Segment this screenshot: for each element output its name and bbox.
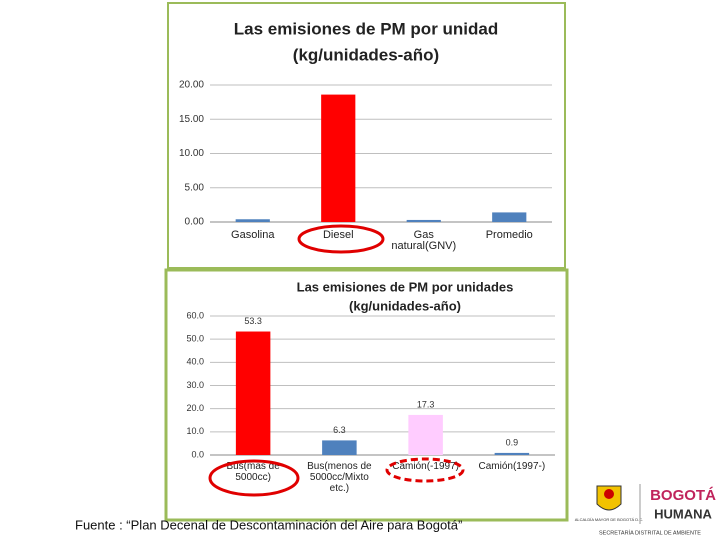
x-tick-label-box: Camión(1997-) bbox=[478, 461, 546, 472]
y-tick-label: 20.00 bbox=[179, 80, 204, 91]
bar bbox=[322, 440, 357, 455]
logo-text: HUMANA bbox=[654, 506, 712, 521]
chart-subtitle: (kg/unidades-año) bbox=[349, 298, 461, 313]
x-tick-label: Bus(mas de 5000cc) bbox=[226, 461, 280, 483]
marks: 0.00 5.00 10.00 15.00 20.00 Gasolina Diesel Gas… bbox=[179, 80, 555, 494]
data-label: 0.9 bbox=[506, 437, 519, 447]
data-label: 6.3 bbox=[333, 425, 346, 435]
logo-shield-detail bbox=[604, 489, 614, 499]
y-tick-label: 50.0 bbox=[186, 334, 204, 344]
logo-text: SECRETARÍA DISTRITAL DE AMBIENTE bbox=[599, 529, 701, 536]
x-tick-label: Gasolina bbox=[231, 230, 275, 241]
y-tick-label: 5.00 bbox=[185, 182, 205, 193]
x-tick-label-box: Camión(-1997) bbox=[392, 461, 459, 472]
x-tick-label-box: Bus(mas de 5000cc) bbox=[226, 461, 280, 483]
chart-title: Las emisiones de PM por unidades bbox=[297, 279, 514, 294]
data-label: 17.3 bbox=[417, 399, 435, 409]
x-tick-label-box: Promedio bbox=[485, 230, 533, 241]
chart-title: Las emisiones de PM por unidad bbox=[234, 19, 499, 38]
logo-text: ALCALDÍA MAYOR DE BOGOTÁ D.C. bbox=[575, 517, 644, 522]
bar bbox=[235, 331, 271, 455]
highlight bbox=[208, 459, 300, 497]
y-tick-label: 30.0 bbox=[186, 380, 204, 390]
y-tick-label: 10.0 bbox=[186, 426, 204, 436]
chart-subtitle: (kg/unidades-año) bbox=[293, 45, 439, 64]
bar bbox=[494, 452, 530, 455]
x-tick-label: Camión(-1997) bbox=[392, 461, 459, 472]
x-tick-label: Camión(1997-) bbox=[478, 461, 546, 472]
highlight bbox=[297, 224, 385, 254]
source-note: Fuente : “Plan Decenal de Descontaminaci… bbox=[75, 517, 462, 532]
y-tick-label: 0.00 bbox=[185, 217, 205, 228]
bar bbox=[492, 212, 527, 222]
y-tick-label: 10.00 bbox=[179, 148, 204, 159]
x-tick-label: Gas natural(GNV) bbox=[391, 230, 457, 252]
y-tick-label: 0.0 bbox=[191, 449, 204, 459]
y-tick-label: 20.0 bbox=[186, 403, 204, 413]
data-label: 53.3 bbox=[244, 316, 262, 326]
x-tick-label: Bus(menos de 5000cc/Mixto etc.) bbox=[307, 461, 372, 494]
chart-frame bbox=[164, 268, 569, 522]
x-tick-label-box: Gasolina bbox=[231, 230, 275, 241]
y-tick-label: 40.0 bbox=[186, 357, 204, 367]
y-tick-label: 15.00 bbox=[179, 114, 204, 125]
x-tick-label-box: Diesel bbox=[322, 230, 354, 241]
y-tick-label: 60.0 bbox=[186, 310, 204, 320]
bar bbox=[408, 414, 443, 455]
bar bbox=[321, 94, 356, 222]
highlight bbox=[385, 457, 465, 483]
bar bbox=[406, 219, 441, 222]
chart-frame bbox=[167, 2, 566, 269]
x-tick-label: Promedio bbox=[485, 230, 533, 241]
logo-text: BOGOTÁ bbox=[650, 487, 716, 504]
x-tick-label: Diesel bbox=[322, 230, 354, 241]
x-tick-label-box: Bus(menos de 5000cc/Mixto etc.) bbox=[307, 461, 372, 494]
x-tick-label-box: Gas natural(GNV) bbox=[391, 230, 457, 252]
bar bbox=[235, 219, 270, 222]
